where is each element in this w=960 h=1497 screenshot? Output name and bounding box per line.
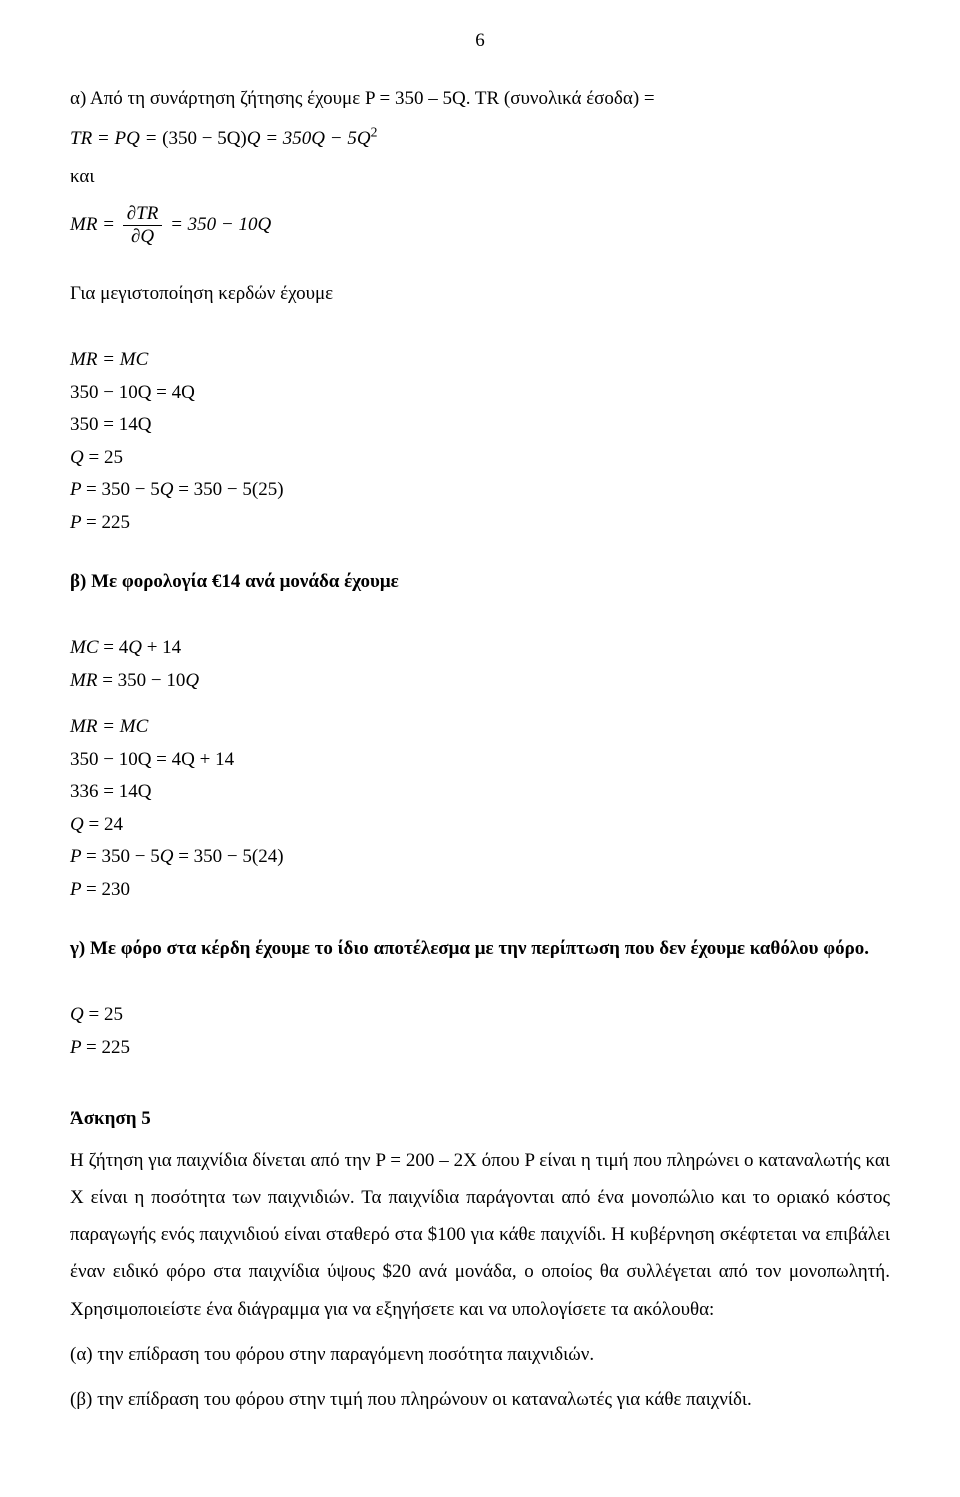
- mr-line: MR = ∂TR∂Q = 350 − 10Q: [70, 214, 271, 235]
- b2-l6-eq: = 230: [86, 879, 130, 900]
- mr-fraction: ∂TR∂Q: [123, 203, 163, 250]
- b1-l2: MR = 350 − 10Q: [70, 667, 890, 696]
- g-l2-eq: = 225: [86, 1037, 130, 1058]
- b1-l2-mr: MR: [70, 670, 97, 691]
- beta-text: β) Με φορολογία €14 ανά μονάδα έχουμε: [70, 563, 890, 600]
- a-l2-txt: 350 − 10Q = 4Q: [70, 382, 195, 403]
- a-l4-q: Q: [70, 447, 84, 468]
- b2-l6-p: P: [70, 879, 81, 900]
- b1-l1-plus: + 14: [147, 637, 181, 658]
- b1-l2-q: Q: [185, 670, 199, 691]
- exercise-heading: Άσκηση 5: [70, 1108, 890, 1130]
- a-l5: P = 350 − 5Q = 350 − 5(25): [70, 476, 890, 505]
- block-b2: MR = MC 350 − 10Q = 4Q + 14 336 = 14Q Q …: [70, 713, 890, 904]
- b1-l1-q: Q: [128, 637, 142, 658]
- mr-den: ∂Q: [123, 226, 163, 249]
- b1-l2-eq: = 350 − 10: [102, 670, 185, 691]
- tr-lhs: TR = PQ =: [70, 128, 162, 149]
- gamma-bold: γ) Με φόρο στα κέρδη έχουμε το ίδιο αποτ…: [70, 938, 869, 959]
- a-l6-eq: = 225: [86, 512, 130, 533]
- b2-l5-p: P: [70, 846, 81, 867]
- g-l1: Q = 25: [70, 1001, 890, 1030]
- alpha-intro-text: α) Από τη συνάρτηση ζήτησης έχουμε P = 3…: [70, 88, 655, 109]
- tr-rhs: Q = 350Q − 5Q: [247, 128, 371, 149]
- b2-l1: MR = MC: [70, 713, 890, 742]
- mr-num: ∂TR: [123, 203, 163, 227]
- block-g: Q = 25 P = 225: [70, 1001, 890, 1062]
- b2-l2-txt: 350 − 10Q = 4Q + 14: [70, 749, 234, 770]
- b2-l6: P = 230: [70, 876, 890, 905]
- block-b1: MC = 4Q + 14 MR = 350 − 10Q: [70, 634, 890, 695]
- b1-l1: MC = 4Q + 14: [70, 634, 890, 663]
- item-a: (α) την επίδραση του φόρου στην παραγόμε…: [70, 1336, 890, 1373]
- kai-text: και: [70, 158, 890, 195]
- a-l6: P = 225: [70, 509, 890, 538]
- b2-l5-q: Q: [160, 846, 174, 867]
- b1-l1-eq: = 4: [103, 637, 128, 658]
- g-l2: P = 225: [70, 1034, 890, 1063]
- a-l2: 350 − 10Q = 4Q: [70, 379, 890, 408]
- tr-line: TR = PQ = (350 − 5Q)Q = 350Q − 5Q2: [70, 128, 377, 149]
- a-l5-eq2: = 350 − 5(25): [178, 479, 283, 500]
- g-l2-p: P: [70, 1037, 81, 1058]
- tr-equation: TR = PQ = (350 − 5Q)Q = 350Q − 5Q2: [70, 125, 890, 154]
- b2-l3: 336 = 14Q: [70, 778, 890, 807]
- b1-l1-mc: MC: [70, 637, 99, 658]
- mr-rhs: = 350 − 10Q: [165, 214, 271, 235]
- mr-equation: MR = ∂TR∂Q = 350 − 10Q: [70, 203, 890, 250]
- tr-exp: 2: [371, 125, 378, 140]
- beta-bold: β) Με φορολογία €14 ανά μονάδα έχουμε: [70, 571, 399, 592]
- a-l4: Q = 25: [70, 444, 890, 473]
- alpha-intro-line: α) Από τη συνάρτηση ζήτησης έχουμε P = 3…: [70, 80, 890, 117]
- g-l1-q: Q: [70, 1004, 84, 1025]
- exercise-para: Η ζήτηση για παιχνίδια δίνεται από την P…: [70, 1142, 890, 1327]
- a-l6-p: P: [70, 512, 81, 533]
- b2-l4-q: Q: [70, 814, 84, 835]
- b2-l4: Q = 24: [70, 811, 890, 840]
- a-l5-p: P: [70, 479, 81, 500]
- a-l3: 350 = 14Q: [70, 411, 890, 440]
- a-l3-txt: 350 = 14Q: [70, 414, 151, 435]
- gamma-text: γ) Με φόρο στα κέρδη έχουμε το ίδιο αποτ…: [70, 930, 890, 967]
- page-number: 6: [70, 30, 890, 52]
- b2-l5: P = 350 − 5Q = 350 − 5(24): [70, 843, 890, 872]
- mr-lhs: MR =: [70, 214, 120, 235]
- b2-l2: 350 − 10Q = 4Q + 14: [70, 746, 890, 775]
- b2-l5-txt: = 350 − 5: [86, 846, 160, 867]
- b2-l4-eq: = 24: [88, 814, 122, 835]
- item-b: (β) την επίδραση του φόρου στην τιμή που…: [70, 1381, 890, 1418]
- g-l1-eq: = 25: [88, 1004, 122, 1025]
- maximize-text: Για μεγιστοποίηση κερδών έχουμε: [70, 275, 890, 312]
- a-l4-eq: = 25: [88, 447, 122, 468]
- b2-l3-txt: 336 = 14Q: [70, 781, 151, 802]
- a-l5-txt: = 350 − 5: [86, 479, 160, 500]
- b2-l5-eq2: = 350 − 5(24): [178, 846, 283, 867]
- tr-paren: (350 − 5Q): [162, 128, 247, 149]
- block-a: MR = MC 350 − 10Q = 4Q 350 = 14Q Q = 25 …: [70, 346, 890, 537]
- a-l1: MR = MC: [70, 346, 890, 375]
- a-l5-q: Q: [160, 479, 174, 500]
